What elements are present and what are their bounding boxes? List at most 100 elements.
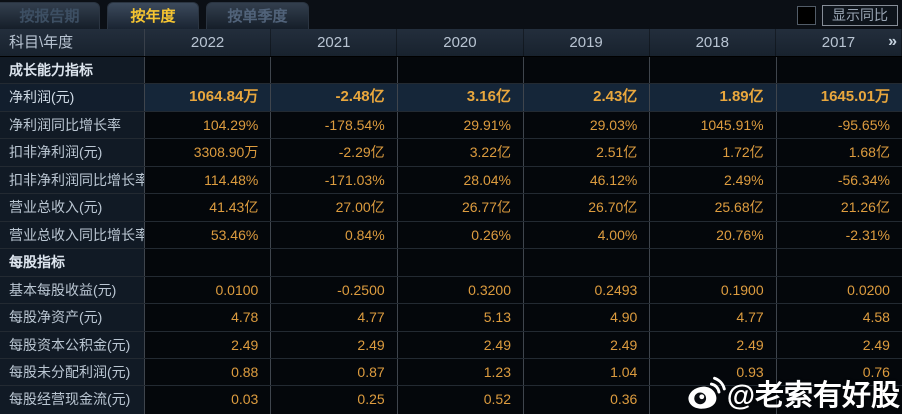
value-cell — [397, 249, 524, 276]
value-cell — [776, 249, 902, 276]
value-cell — [397, 57, 524, 84]
show-yoy-control: 显示同比 — [797, 5, 898, 26]
table-row[interactable]: 扣非净利润同比增长率 114.48% -171.03% 28.04% 46.12% 2.4… — [0, 166, 902, 195]
value-cell: -0.2500 — [271, 276, 398, 304]
table-row[interactable]: 净利润(元) 1064.84万 -2.48亿 3.16亿 2.43亿 1.89亿 1645.… — [0, 84, 902, 112]
value-cell — [271, 249, 398, 276]
value-cell: -95.65% — [776, 111, 902, 139]
value-cell: 2.49 — [776, 331, 902, 358]
tab-single-quarter[interactable]: 按单季度 — [206, 2, 309, 29]
value-cell: 0.87 — [271, 358, 398, 386]
value-cell — [776, 57, 902, 84]
table-row[interactable]: 净利润同比增长率 104.29% -178.54% 29.91% 29.03% 1045.… — [0, 111, 902, 140]
value-cell: 20.76% — [650, 221, 777, 249]
section-header-row: 成长能力指标 — [0, 57, 902, 85]
table-row[interactable]: 每股净资产(元) 4.78 4.77 5.13 4.90 4.77 4.58 — [0, 304, 902, 332]
value-cell: 0.25 — [271, 386, 398, 414]
row-label: 扣非净利润同比增长率 — [0, 166, 145, 194]
year-column-header: 2017 — [776, 29, 902, 56]
show-yoy-label[interactable]: 显示同比 — [822, 5, 898, 26]
value-cell: 25.68亿 — [650, 194, 777, 221]
value-cell: -171.03% — [271, 166, 398, 194]
tab-report-period[interactable]: 按报告期 — [0, 2, 100, 29]
table-row[interactable]: 扣非净利润(元) 3308.90万 -2.29亿 3.22亿 2.51亿 1.72亿 1.6… — [0, 139, 902, 167]
value-cell: 3308.90万 — [145, 139, 272, 166]
value-cell: -2.31% — [776, 221, 902, 249]
value-cell: 21.26亿 — [776, 194, 902, 221]
value-cell: 3.16亿 — [397, 84, 524, 111]
table-row[interactable]: 每股资本公积金(元) 2.49 2.49 2.49 2.49 2.49 2.49 — [0, 331, 902, 359]
value-cell: 0.52 — [397, 386, 524, 414]
value-cell: 3.22亿 — [397, 139, 524, 166]
year-column-header: 2022 — [145, 29, 272, 56]
value-cell: 4.00% — [523, 221, 651, 249]
value-cell — [523, 249, 651, 276]
value-cell: 26.77亿 — [397, 194, 524, 221]
value-cell — [145, 249, 272, 276]
table-row[interactable]: 每股经营现金流(元) 0.03 0.25 0.52 0.36 — [0, 386, 902, 414]
value-cell: 0.36 — [523, 386, 651, 414]
value-cell: 0.0100 — [145, 276, 272, 304]
value-cell: 53.46% — [145, 221, 272, 249]
value-cell — [650, 57, 777, 84]
value-cell: 2.49% — [650, 166, 777, 194]
value-cell: 1.68亿 — [776, 139, 902, 166]
value-cell: 5.13 — [397, 304, 524, 331]
financial-table-body: 成长能力指标 净利润(元) 1064.84万 -2.48亿 3.16亿 2.43亿 1.89… — [0, 57, 902, 414]
value-cell: 2.51亿 — [523, 139, 651, 166]
value-cell: 1645.01万 — [776, 84, 902, 111]
table-row[interactable]: 基本每股收益(元) 0.0100 -0.2500 0.3200 0.2493 0.1900… — [0, 276, 902, 305]
value-cell: 0.03 — [145, 386, 272, 414]
row-label: 扣非净利润(元) — [0, 139, 145, 166]
value-cell: 29.91% — [397, 111, 524, 139]
value-cell: 114.48% — [145, 166, 272, 194]
value-cell: -2.29亿 — [271, 139, 398, 166]
period-tab-bar: 按报告期 按年度 按单季度 显示同比 — [0, 0, 902, 29]
row-label: 成长能力指标 — [0, 57, 145, 84]
value-cell — [650, 249, 777, 276]
value-cell: -178.54% — [271, 111, 398, 139]
value-cell: 1.23 — [397, 358, 524, 386]
value-cell: 2.49 — [523, 331, 651, 358]
value-cell: 0.1900 — [650, 276, 777, 304]
value-cell: 2.49 — [650, 331, 777, 358]
value-cell: 4.77 — [271, 304, 398, 331]
value-cell: 46.12% — [523, 166, 651, 194]
show-yoy-checkbox[interactable] — [797, 6, 816, 25]
value-cell: -2.48亿 — [271, 84, 398, 111]
value-cell: 0.84% — [271, 221, 398, 249]
table-row[interactable]: 营业总收入(元) 41.43亿 27.00亿 26.77亿 26.70亿 25.68亿 21… — [0, 194, 902, 222]
value-cell: 2.49 — [397, 331, 524, 358]
value-cell: 104.29% — [145, 111, 272, 139]
value-cell: 0.26% — [397, 221, 524, 249]
value-cell: 1045.91% — [650, 111, 777, 139]
tab-annual[interactable]: 按年度 — [107, 2, 199, 29]
row-label: 营业总收入(元) — [0, 194, 145, 221]
row-label: 每股未分配利润(元) — [0, 358, 145, 386]
value-cell: 2.49 — [271, 331, 398, 358]
row-label: 每股指标 — [0, 249, 145, 276]
table-row[interactable]: 营业总收入同比增长率 53.46% 0.84% 0.26% 4.00% 20.76% -2.… — [0, 221, 902, 250]
row-label: 净利润同比增长率 — [0, 111, 145, 139]
value-cell: 4.58 — [776, 304, 902, 331]
value-cell: 28.04% — [397, 166, 524, 194]
corner-header-cell: 科目\年度 — [0, 29, 145, 56]
row-label: 每股资本公积金(元) — [0, 331, 145, 358]
section-header-row: 每股指标 — [0, 249, 902, 277]
row-label: 每股经营现金流(元) — [0, 386, 145, 414]
value-cell — [145, 57, 272, 84]
row-label: 每股净资产(元) — [0, 304, 145, 331]
value-cell: 1.72亿 — [650, 139, 777, 166]
row-label: 净利润(元) — [0, 84, 145, 111]
value-cell: 2.43亿 — [523, 84, 651, 111]
value-cell: 0.76 — [776, 358, 902, 386]
value-cell — [776, 386, 902, 414]
value-cell: 27.00亿 — [271, 194, 398, 221]
value-cell — [271, 57, 398, 84]
value-cell — [523, 57, 651, 84]
more-years-icon[interactable]: » — [888, 33, 897, 50]
year-column-header: 2019 — [524, 29, 650, 56]
table-row[interactable]: 每股未分配利润(元) 0.88 0.87 1.23 1.04 0.93 0.76 — [0, 358, 902, 387]
year-column-header: 2021 — [271, 29, 398, 56]
year-column-header: 2020 — [397, 29, 524, 56]
